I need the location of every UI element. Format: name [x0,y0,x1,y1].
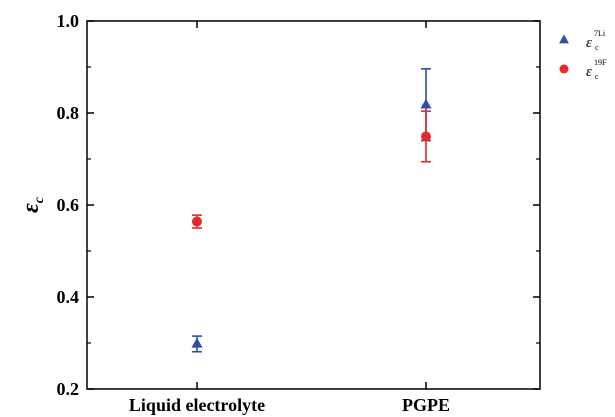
legend-label-superscript: 7Li [594,29,606,38]
data-point-circle [192,216,202,227]
data-point-circle [421,131,431,142]
x-axis-tick-labels: Liquid electrolyte PGPE [129,395,450,415]
data-point-triangle [420,98,432,109]
data-marks [191,68,432,353]
legend-label-subscript: c [595,72,599,81]
plot-frame [86,20,541,390]
legend-label: ε [586,64,592,80]
y-axis-label-sub: c [32,196,47,203]
y-tick-label: 0.4 [57,287,80,307]
legend-label: ε [586,35,592,51]
y-tick-label: 0.6 [57,195,80,215]
legend-marker-triangle [559,34,569,44]
legend-marker-circle [559,64,569,74]
y-axis-tick-labels: 0.2 0.4 0.6 0.8 1.0 [57,11,80,399]
y-axis-ticks [87,20,540,390]
x-tick-label: Liquid electrolyte [129,395,265,415]
y-tick-label: 0.2 [57,379,80,399]
y-axis-label: εc [18,196,47,213]
data-point-triangle [191,337,203,348]
x-tick-label: PGPE [402,395,450,415]
svg-text:εc: εc [18,196,47,213]
legend-label-subscript: c [595,43,599,52]
x-axis-ticks [196,21,427,389]
legend-label-superscript: 19F [594,58,607,67]
y-axis-label-main: ε [18,203,44,213]
y-tick-label: 0.8 [57,103,80,123]
y-tick-label: 1.0 [57,11,80,31]
